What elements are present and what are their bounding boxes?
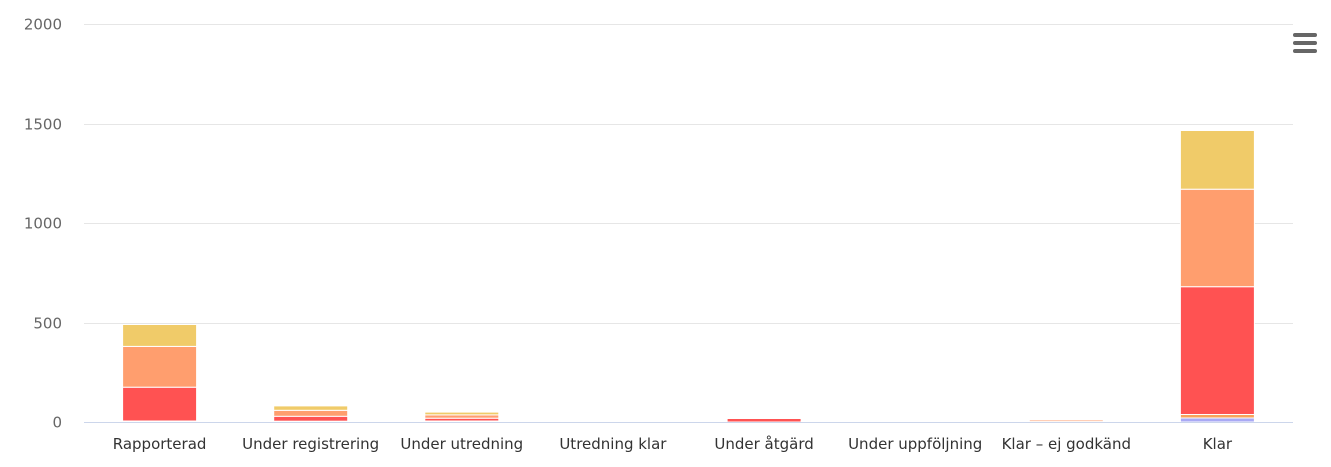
y-tick-label: 2000 bbox=[24, 16, 62, 34]
x-axis: Rapporterad Under registrering Under utred… bbox=[113, 435, 1233, 453]
bar-stack bbox=[424, 411, 500, 423]
bar-segment[interactable] bbox=[273, 415, 349, 422]
grid-lines bbox=[84, 24, 1293, 324]
y-tick-label: 0 bbox=[52, 414, 62, 432]
bar-stack bbox=[273, 405, 349, 423]
bar-stack bbox=[726, 417, 802, 423]
bar-stack bbox=[122, 324, 198, 423]
x-tick-label: Rapporterad bbox=[113, 435, 207, 453]
bar-segment[interactable] bbox=[1179, 188, 1255, 288]
y-axis: 0 500 1000 1500 2000 bbox=[24, 16, 62, 432]
bar-segment[interactable] bbox=[726, 417, 802, 419]
y-tick-label: 500 bbox=[33, 315, 62, 333]
bar-segment[interactable] bbox=[122, 345, 198, 388]
chart-menu-button[interactable] bbox=[1292, 33, 1318, 57]
bar-segment[interactable] bbox=[1179, 130, 1255, 190]
x-tick-label: Utredning klar bbox=[559, 435, 667, 453]
hamburger-menu-icon bbox=[1293, 41, 1317, 45]
x-tick-label: Under registrering bbox=[242, 435, 379, 453]
bar-stack bbox=[1028, 418, 1104, 423]
x-tick-label: Under uppföljning bbox=[848, 435, 982, 453]
bar-segment[interactable] bbox=[122, 386, 198, 422]
bar-segment[interactable] bbox=[424, 411, 500, 416]
bar-segment[interactable] bbox=[122, 324, 198, 347]
bar-segment[interactable] bbox=[1028, 418, 1104, 421]
bar-segment[interactable] bbox=[1179, 417, 1255, 423]
y-tick-label: 1000 bbox=[24, 215, 62, 233]
bar-segment[interactable] bbox=[1179, 286, 1255, 416]
bar-segment[interactable] bbox=[273, 405, 349, 411]
x-tick-label: Klar – ej godkänd bbox=[1002, 435, 1131, 453]
hamburger-menu-icon bbox=[1293, 33, 1317, 37]
x-tick-label: Under åtgärd bbox=[714, 435, 813, 453]
x-tick-label: Klar bbox=[1203, 435, 1233, 453]
hamburger-menu-icon bbox=[1293, 49, 1317, 53]
bars bbox=[122, 130, 1255, 423]
y-tick-label: 1500 bbox=[24, 116, 62, 134]
x-tick-label: Under utredning bbox=[400, 435, 523, 453]
bar-segment[interactable] bbox=[575, 420, 651, 423]
bar-stack bbox=[1179, 130, 1255, 423]
bar-segment[interactable] bbox=[273, 409, 349, 417]
